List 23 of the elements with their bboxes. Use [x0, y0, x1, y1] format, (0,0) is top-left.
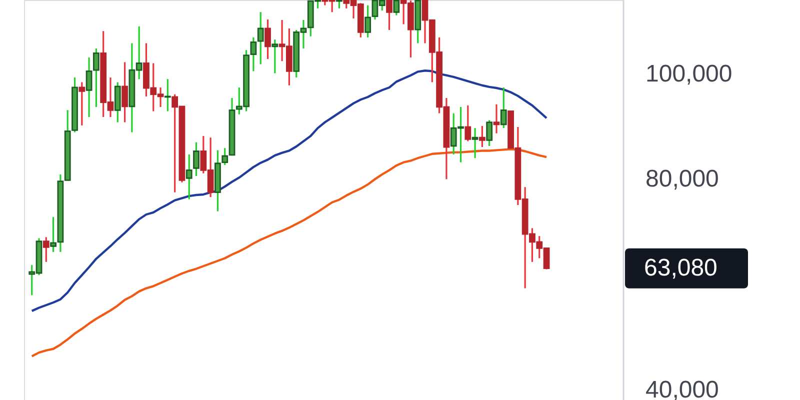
line-series — [30, 148, 548, 358]
candlestick — [393, 0, 400, 16]
candlestick — [493, 104, 500, 134]
candlestick — [50, 216, 57, 253]
candlestick — [464, 104, 472, 142]
text: 63,080 — [644, 254, 718, 282]
candlestick — [264, 18, 271, 60]
candlestick — [164, 78, 171, 112]
candlestick — [486, 119, 493, 147]
candlestick — [386, 0, 392, 31]
candlestick — [193, 141, 200, 177]
candlestick — [42, 236, 50, 263]
candlestick — [114, 81, 121, 124]
candlestick — [478, 125, 486, 148]
y-tick-label: 80,000 — [646, 166, 719, 193]
candlestick — [272, 38, 278, 74]
candlestick — [186, 154, 192, 200]
candlestick — [472, 127, 478, 159]
line-series — [30, 70, 548, 312]
candlestick — [122, 61, 128, 124]
y-tick-label: 100,000 — [646, 60, 732, 88]
candlestick — [500, 86, 507, 129]
candlestick — [78, 81, 86, 126]
